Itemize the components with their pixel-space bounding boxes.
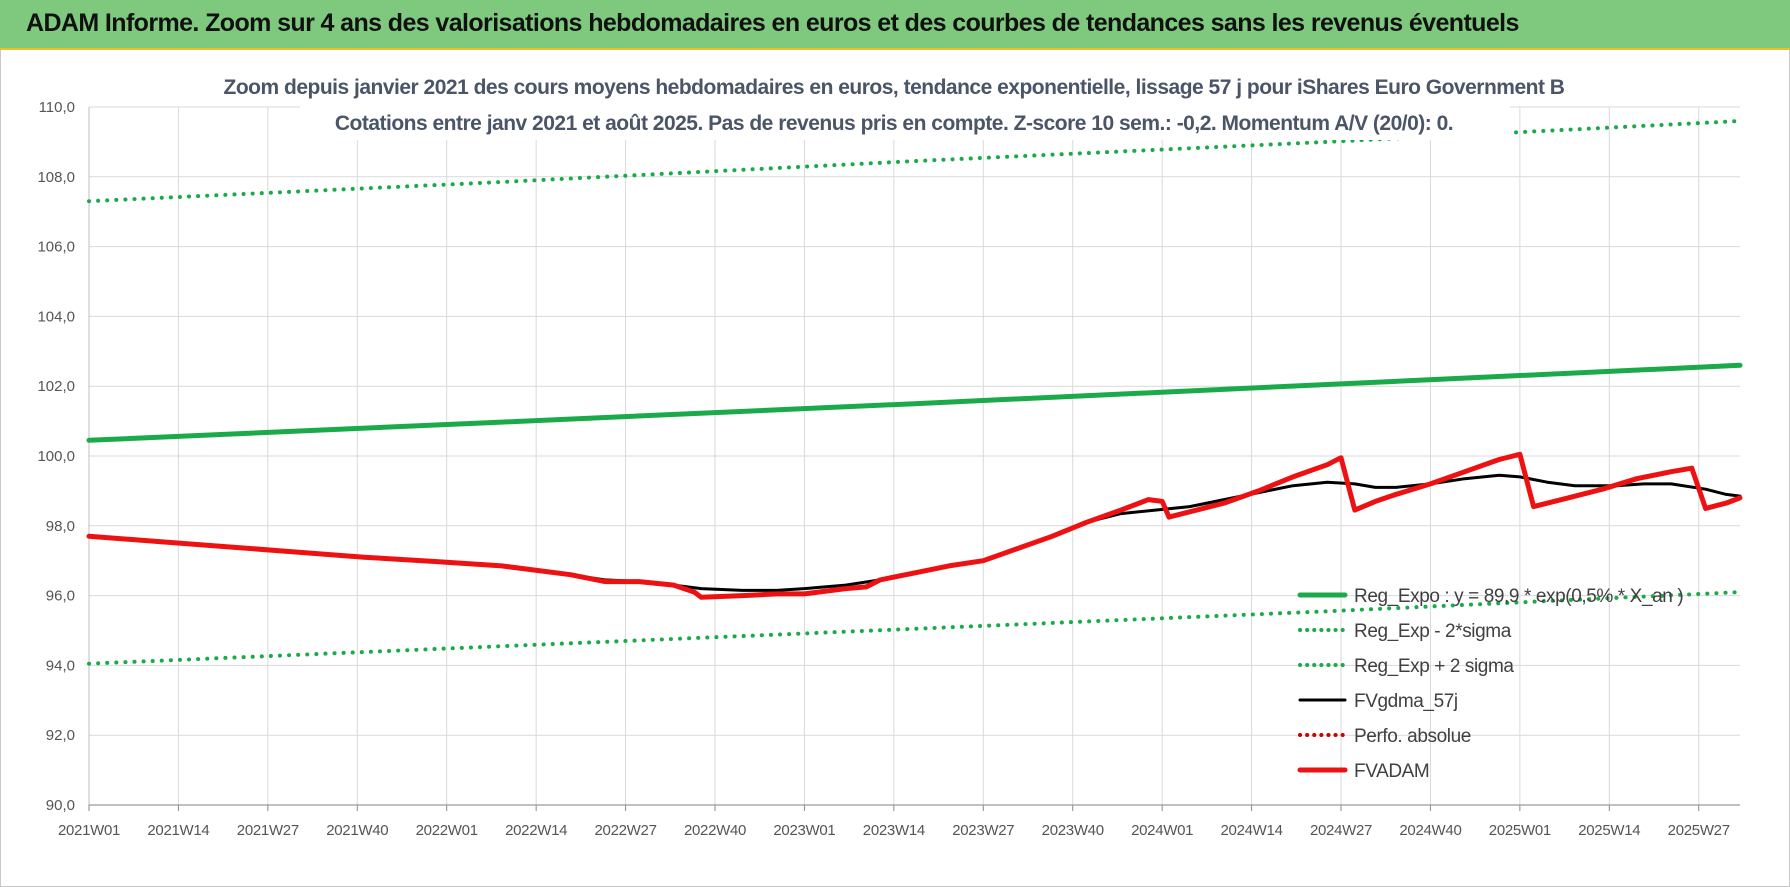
series-line-0 [86,362,1743,443]
y-tick-label: 100,0 [37,448,75,465]
legend-label-1: Reg_Exp - 2*sigma [1354,621,1512,642]
y-tick-label: 110,0 [39,99,75,116]
x-tick-label: 2021W14 [147,822,209,839]
chart-title: Zoom depuis janvier 2021 des cours moyen… [224,76,1565,99]
x-tick-label: 2024W40 [1399,822,1461,839]
x-tick-label: 2023W27 [952,822,1014,839]
x-tick-label: 2021W01 [58,822,120,839]
y-tick-label: 94,0 [46,657,75,674]
y-tick-label: 102,0 [37,378,75,395]
x-tick-label: 2023W01 [773,822,835,839]
x-tick-label: 2024W14 [1221,822,1283,839]
x-tick-label: 2022W27 [595,822,657,839]
legend-label-5: FVADAM [1354,761,1429,782]
series-line-5 [86,451,1743,600]
x-tick-label: 2022W14 [505,822,567,839]
x-tick-label: 2025W01 [1489,822,1551,839]
x-tick-label: 2021W27 [237,822,299,839]
x-tick-label: 2022W01 [416,822,478,839]
y-tick-label: 92,0 [46,727,75,744]
title-banner: ADAM Informe. Zoom sur 4 ans des valoris… [0,0,1790,50]
y-tick-label: 98,0 [46,518,75,535]
x-tick-label: 2025W14 [1578,822,1640,839]
series-line-1 [87,590,1742,666]
legend-label-0: Reg_Expo : y = 89,9 * exp(0,5% * X_an ) [1354,586,1683,607]
subtitle-background [300,104,1510,140]
y-tick-label: 90,0 [46,797,75,814]
title-background [220,68,1565,104]
gridlines [88,106,1740,806]
x-tick-label: 2025W27 [1668,822,1730,839]
legend-label-3: FVgdma_57j [1354,691,1458,712]
legend-label-2: Reg_Exp + 2 sigma [1354,656,1514,677]
chart-subtitle: Cotations entre janv 2021 et août 2025. … [335,112,1453,135]
x-tick-label: 2024W27 [1310,822,1372,839]
x-tick-label: 2023W40 [1042,822,1104,839]
x-tick-label: 2021W40 [326,822,388,839]
x-tick-label: 2023W14 [863,822,925,839]
legend-label-4: Perfo. absolue [1354,726,1471,747]
x-tick-label: 2024W01 [1131,822,1193,839]
legend: Reg_Expo : y = 89,9 * exp(0,5% * X_an ) R… [1297,586,1684,782]
y-tick-label: 106,0 [37,239,75,256]
y-tick-label: 96,0 [46,588,75,605]
y-tick-label: 104,0 [37,308,75,325]
y-tick-label: 108,0 [37,169,75,186]
series-line-2 [87,119,1742,204]
banner-title: ADAM Informe. Zoom sur 4 ans des valoris… [26,9,1519,37]
x-tick-label: 2022W40 [684,822,746,839]
